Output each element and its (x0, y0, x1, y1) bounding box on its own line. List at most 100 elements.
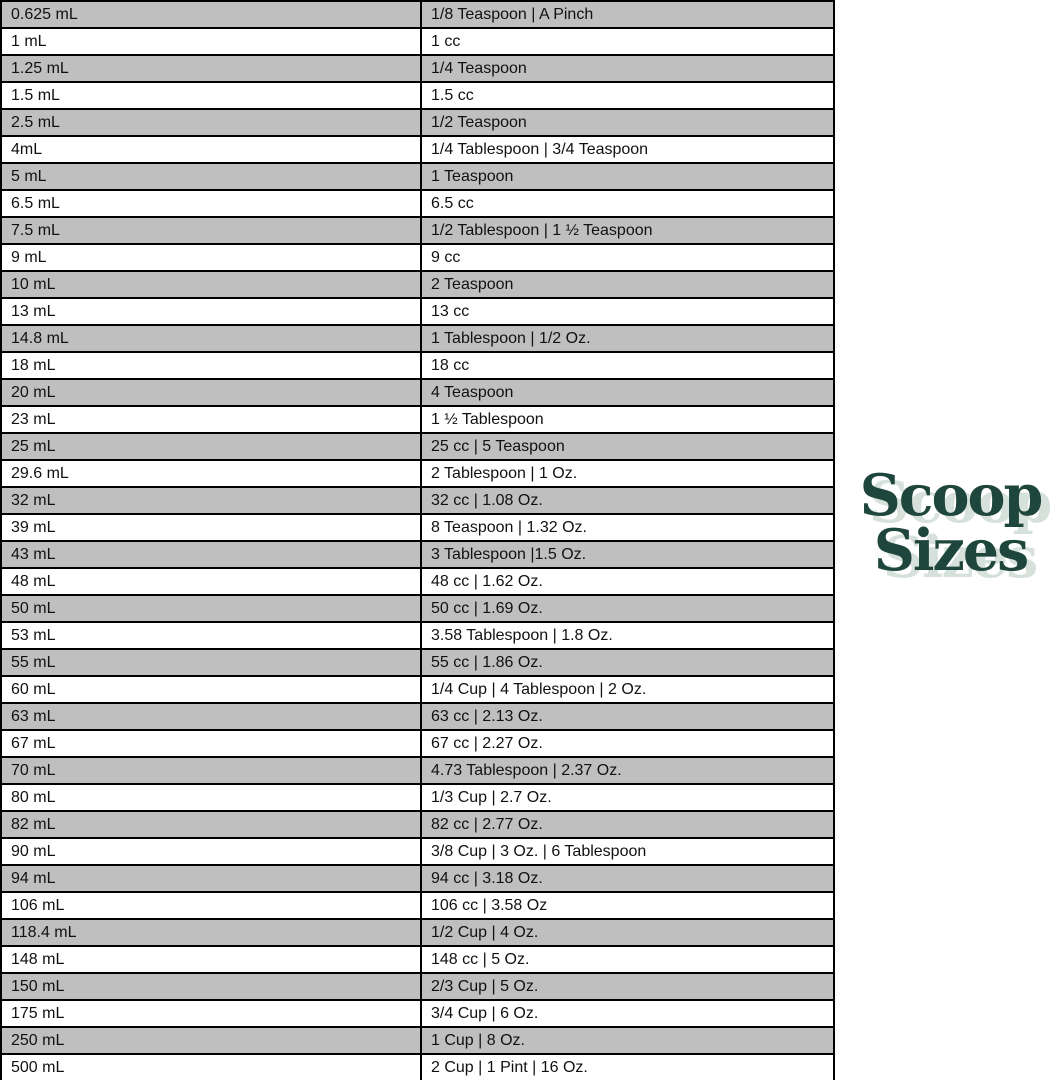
equivalent-cell: 55 cc | 1.86 Oz. (420, 648, 835, 677)
ml-cell: 67 mL (0, 729, 422, 758)
table-row: 2.5 mL 1/2 Teaspoon (0, 108, 835, 137)
table-row: 150 mL 2/3 Cup | 5 Oz. (0, 972, 835, 1001)
equivalent-cell: 4.73 Tablespoon | 2.37 Oz. (420, 756, 835, 785)
ml-cell: 25 mL (0, 432, 422, 461)
ml-cell: 175 mL (0, 999, 422, 1028)
table-row: 90 mL 3/8 Cup | 3 Oz. | 6 Tablespoon (0, 837, 835, 866)
ml-cell: 53 mL (0, 621, 422, 650)
equivalent-cell: 106 cc | 3.58 Oz (420, 891, 835, 920)
equivalent-cell: 1/2 Tablespoon | 1 ½ Teaspoon (420, 216, 835, 245)
ml-cell: 43 mL (0, 540, 422, 569)
table-row: 63 mL 63 cc | 2.13 Oz. (0, 702, 835, 731)
table-row: 10 mL 2 Teaspoon (0, 270, 835, 299)
table-row: 14.8 mL 1 Tablespoon | 1/2 Oz. (0, 324, 835, 353)
equivalent-cell: 1/2 Teaspoon (420, 108, 835, 137)
table-row: 6.5 mL 6.5 cc (0, 189, 835, 218)
table-row: 43 mL 3 Tablespoon |1.5 Oz. (0, 540, 835, 569)
equivalent-cell: 1 cc (420, 27, 835, 56)
table-row: 60 mL 1/4 Cup | 4 Tablespoon | 2 Oz. (0, 675, 835, 704)
table-row: 1.25 mL 1/4 Teaspoon (0, 54, 835, 83)
table-row: 118.4 mL 1/2 Cup | 4 Oz. (0, 918, 835, 947)
ml-cell: 1.5 mL (0, 81, 422, 110)
table-row: 4mL 1/4 Tablespoon | 3/4 Teaspoon (0, 135, 835, 164)
table-row: 9 mL 9 cc (0, 243, 835, 272)
scoop-sizes-logo: Scoop Sizes (838, 462, 1063, 585)
equivalent-cell: 1 Cup | 8 Oz. (420, 1026, 835, 1055)
ml-cell: 94 mL (0, 864, 422, 893)
table-row: 94 mL 94 cc | 3.18 Oz. (0, 864, 835, 893)
equivalent-cell: 3/4 Cup | 6 Oz. (420, 999, 835, 1028)
table-row: 106 mL 106 cc | 3.58 Oz (0, 891, 835, 920)
ml-cell: 0.625 mL (0, 0, 422, 29)
table-row: 1.5 mL 1.5 cc (0, 81, 835, 110)
table-row: 25 mL 25 cc | 5 Teaspoon (0, 432, 835, 461)
table-row: 0.625 mL 1/8 Teaspoon | A Pinch (0, 0, 835, 29)
ml-cell: 4mL (0, 135, 422, 164)
equivalent-cell: 1/4 Tablespoon | 3/4 Teaspoon (420, 135, 835, 164)
table-row: 32 mL 32 cc | 1.08 Oz. (0, 486, 835, 515)
equivalent-cell: 3 Tablespoon |1.5 Oz. (420, 540, 835, 569)
ml-cell: 63 mL (0, 702, 422, 731)
table-row: 23 mL 1 ½ Tablespoon (0, 405, 835, 434)
ml-cell: 70 mL (0, 756, 422, 785)
table-row: 67 mL 67 cc | 2.27 Oz. (0, 729, 835, 758)
equivalent-cell: 9 cc (420, 243, 835, 272)
conversion-table-body: 0.625 mL 1/8 Teaspoon | A Pinch 1 mL 1 cc 1.… (0, 0, 835, 1080)
equivalent-cell: 94 cc | 3.18 Oz. (420, 864, 835, 893)
table-row: 18 mL 18 cc (0, 351, 835, 380)
ml-cell: 1.25 mL (0, 54, 422, 83)
equivalent-cell: 1 Tablespoon | 1/2 Oz. (420, 324, 835, 353)
ml-cell: 7.5 mL (0, 216, 422, 245)
ml-cell: 82 mL (0, 810, 422, 839)
table-row: 148 mL 148 cc | 5 Oz. (0, 945, 835, 974)
ml-cell: 20 mL (0, 378, 422, 407)
ml-cell: 55 mL (0, 648, 422, 677)
ml-cell: 6.5 mL (0, 189, 422, 218)
table-row: 80 mL 1/3 Cup | 2.7 Oz. (0, 783, 835, 812)
ml-cell: 29.6 mL (0, 459, 422, 488)
ml-cell: 90 mL (0, 837, 422, 866)
ml-cell: 106 mL (0, 891, 422, 920)
equivalent-cell: 18 cc (420, 351, 835, 380)
table-row: 39 mL 8 Teaspoon | 1.32 Oz. (0, 513, 835, 542)
equivalent-cell: 4 Teaspoon (420, 378, 835, 407)
ml-cell: 14.8 mL (0, 324, 422, 353)
equivalent-cell: 2 Tablespoon | 1 Oz. (420, 459, 835, 488)
table-row: 1 mL 1 cc (0, 27, 835, 56)
equivalent-cell: 1/2 Cup | 4 Oz. (420, 918, 835, 947)
equivalent-cell: 63 cc | 2.13 Oz. (420, 702, 835, 731)
ml-cell: 48 mL (0, 567, 422, 596)
table-row: 500 mL 2 Cup | 1 Pint | 16 Oz. (0, 1053, 835, 1080)
equivalent-cell: 67 cc | 2.27 Oz. (420, 729, 835, 758)
ml-cell: 148 mL (0, 945, 422, 974)
ml-cell: 50 mL (0, 594, 422, 623)
table-row: 250 mL 1 Cup | 8 Oz. (0, 1026, 835, 1055)
ml-cell: 150 mL (0, 972, 422, 1001)
equivalent-cell: 8 Teaspoon | 1.32 Oz. (420, 513, 835, 542)
table-row: 7.5 mL 1/2 Tablespoon | 1 ½ Teaspoon (0, 216, 835, 245)
logo-line-sizes: Sizes (873, 517, 1030, 585)
ml-cell: 1 mL (0, 27, 422, 56)
ml-cell: 80 mL (0, 783, 422, 812)
table-row: 70 mL 4.73 Tablespoon | 2.37 Oz. (0, 756, 835, 785)
equivalent-cell: 2/3 Cup | 5 Oz. (420, 972, 835, 1001)
equivalent-cell: 3.58 Tablespoon | 1.8 Oz. (420, 621, 835, 650)
equivalent-cell: 2 Teaspoon (420, 270, 835, 299)
ml-cell: 32 mL (0, 486, 422, 515)
equivalent-cell: 50 cc | 1.69 Oz. (420, 594, 835, 623)
equivalent-cell: 1 ½ Tablespoon (420, 405, 835, 434)
equivalent-cell: 3/8 Cup | 3 Oz. | 6 Tablespoon (420, 837, 835, 866)
logo-line-scoop: Scoop (859, 462, 1044, 529)
ml-cell: 118.4 mL (0, 918, 422, 947)
ml-cell: 250 mL (0, 1026, 422, 1055)
table-row: 13 mL 13 cc (0, 297, 835, 326)
table-row: 53 mL 3.58 Tablespoon | 1.8 Oz. (0, 621, 835, 650)
ml-cell: 18 mL (0, 351, 422, 380)
table-row: 5 mL 1 Teaspoon (0, 162, 835, 191)
equivalent-cell: 6.5 cc (420, 189, 835, 218)
ml-cell: 60 mL (0, 675, 422, 704)
table-row: 55 mL 55 cc | 1.86 Oz. (0, 648, 835, 677)
ml-cell: 9 mL (0, 243, 422, 272)
equivalent-cell: 1/4 Cup | 4 Tablespoon | 2 Oz. (420, 675, 835, 704)
table-row: 20 mL 4 Teaspoon (0, 378, 835, 407)
